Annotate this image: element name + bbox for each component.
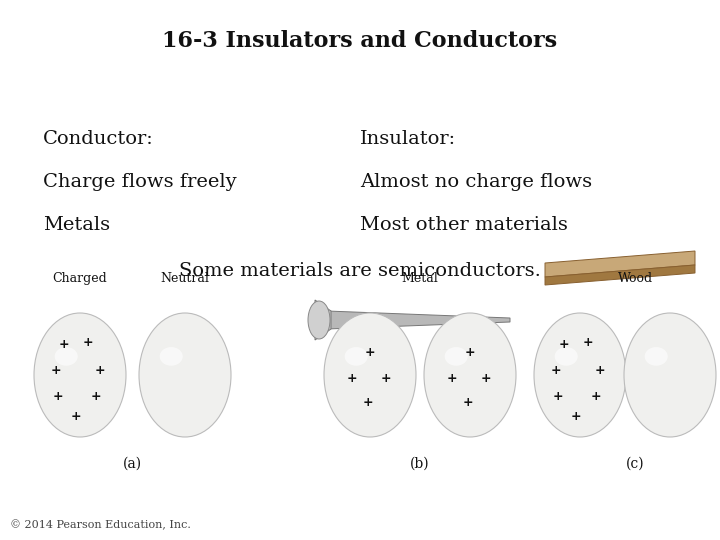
Ellipse shape [433,361,516,399]
Text: +: + [481,373,491,386]
Text: +: + [363,396,373,409]
Text: +: + [59,339,69,352]
Ellipse shape [445,347,468,366]
Text: +: + [571,410,581,423]
Ellipse shape [624,313,716,437]
Text: (b): (b) [410,457,430,471]
Text: 16-3 Insulators and Conductors: 16-3 Insulators and Conductors [163,30,557,52]
Polygon shape [327,311,510,329]
Text: Conductor:: Conductor: [43,130,154,147]
Text: +: + [347,373,357,386]
Ellipse shape [633,361,716,399]
Ellipse shape [324,313,416,437]
Text: +: + [446,373,457,386]
Polygon shape [315,300,331,340]
Text: +: + [595,364,606,377]
Text: Most other materials: Most other materials [360,216,568,234]
Ellipse shape [534,313,626,437]
Ellipse shape [148,361,230,399]
Text: © 2014 Pearson Education, Inc.: © 2014 Pearson Education, Inc. [10,519,191,530]
Text: +: + [95,364,105,377]
Ellipse shape [139,313,231,437]
Text: +: + [53,390,63,403]
Text: (c): (c) [626,457,644,471]
Ellipse shape [424,313,516,437]
Ellipse shape [42,361,125,399]
Ellipse shape [160,347,183,366]
Text: Metals: Metals [43,216,110,234]
Text: +: + [559,339,570,352]
Ellipse shape [644,347,667,366]
Ellipse shape [543,361,626,399]
Text: +: + [50,364,61,377]
Text: Wood: Wood [618,272,652,285]
Ellipse shape [308,301,330,339]
Text: Metal: Metal [402,272,438,285]
Text: +: + [365,347,375,360]
Text: Charge flows freely: Charge flows freely [43,173,237,191]
Text: +: + [551,364,562,377]
Ellipse shape [554,347,577,366]
Text: Neutral: Neutral [161,272,210,285]
Ellipse shape [333,361,415,399]
Text: +: + [590,390,601,403]
Text: +: + [91,390,102,403]
Text: Some materials are semiconductors.: Some materials are semiconductors. [179,262,541,280]
Text: Charged: Charged [53,272,107,285]
Ellipse shape [345,347,368,366]
Polygon shape [545,251,695,277]
Text: +: + [582,336,593,349]
Text: +: + [83,336,94,349]
Text: +: + [71,410,81,423]
Text: +: + [464,347,475,360]
Text: +: + [381,373,391,386]
Text: +: + [553,390,563,403]
Text: Insulator:: Insulator: [360,130,456,147]
Polygon shape [545,265,695,285]
Ellipse shape [34,313,126,437]
Ellipse shape [55,347,78,366]
Text: +: + [463,396,473,409]
Text: Almost no charge flows: Almost no charge flows [360,173,592,191]
Text: (a): (a) [123,457,142,471]
